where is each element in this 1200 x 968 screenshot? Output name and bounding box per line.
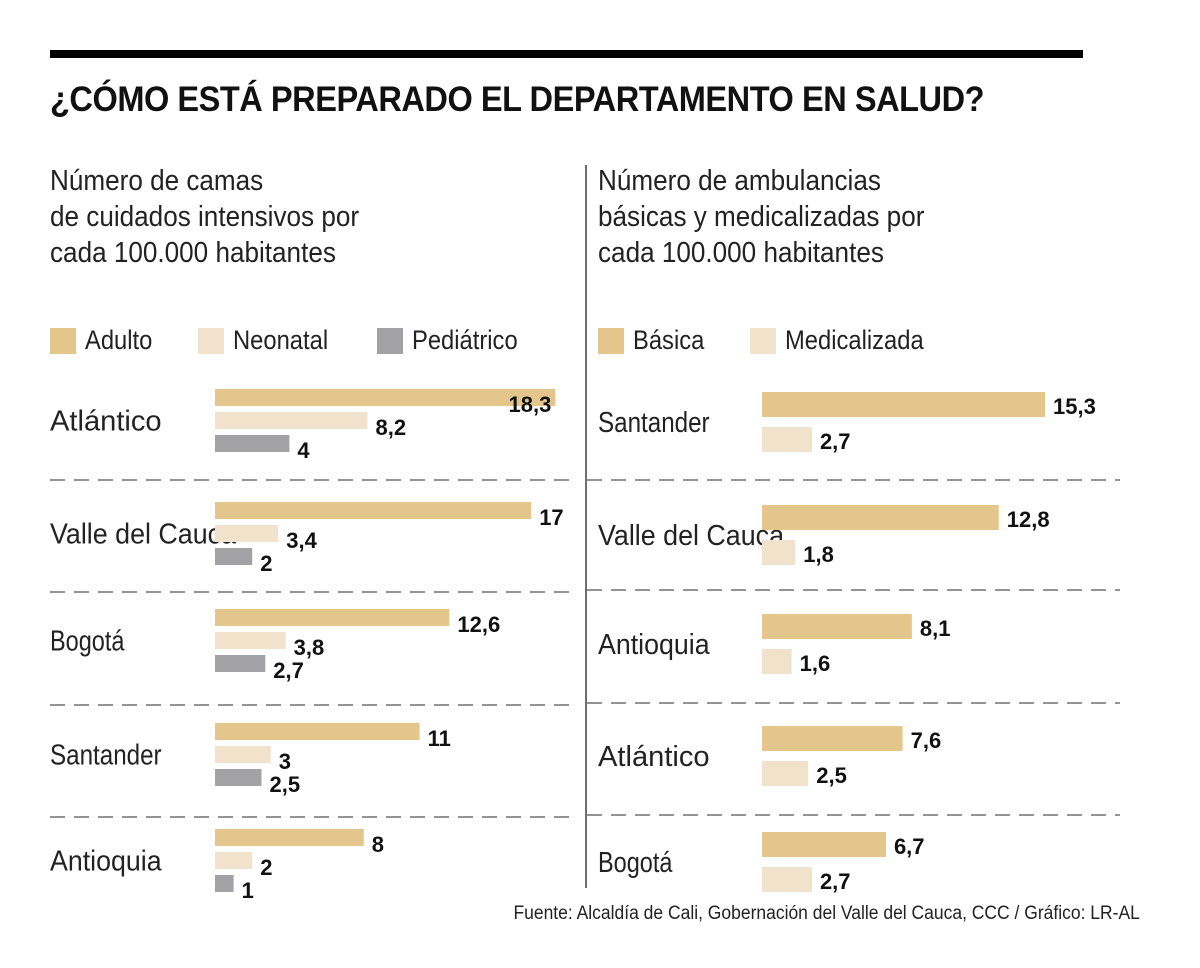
bar-adulto-antioquia xyxy=(215,829,364,846)
right-chart-subtitle: Número de ambulancias básicas y medicali… xyxy=(598,165,925,269)
bar-neonatal-atlantico xyxy=(215,412,368,429)
legend-label-adulto: Adulto xyxy=(85,325,153,355)
legend-label-basica: Básica xyxy=(633,325,705,355)
legend-swatch-pediatrico xyxy=(376,327,403,354)
value-label-neonatal-valle-del-cauca: 3,4 xyxy=(286,528,317,553)
value-label-adulto-atlantico: 18,3 xyxy=(509,392,552,417)
category-label-santander: Santander xyxy=(598,407,710,439)
bar-adulto-bogota xyxy=(215,609,450,626)
legend-item-neonatal: Neonatal xyxy=(197,325,341,356)
bar-pediatrico-bogota xyxy=(215,655,266,672)
category-label-bogota: Bogotá xyxy=(50,626,125,658)
bar-basica-atlantico xyxy=(762,726,903,751)
value-label-neonatal-antioquia: 2 xyxy=(260,855,272,880)
legend-label-medicalizada: Medicalizada xyxy=(785,325,924,355)
bar-medicalizada-valle-del-cauca xyxy=(762,540,796,565)
value-label-medicalizada-bogota: 2,7 xyxy=(820,869,851,894)
bar-adulto-santander xyxy=(215,723,420,740)
category-label-valle-del-cauca: Valle del Cauca xyxy=(598,520,785,552)
legend-item-adulto: Adulto xyxy=(50,325,162,356)
value-label-basica-valle-del-cauca: 12,8 xyxy=(1007,507,1050,532)
value-label-basica-bogota: 6,7 xyxy=(894,834,925,859)
legend-swatch-basica xyxy=(598,327,624,354)
left-chart-subtitle: Número de camas de cuidados intensivos p… xyxy=(50,165,360,269)
value-label-basica-antioquia: 8,1 xyxy=(920,616,951,641)
value-label-neonatal-santander: 3 xyxy=(279,749,291,774)
bar-pediatrico-antioquia xyxy=(215,875,234,892)
legend-swatch-medicalizada xyxy=(750,327,777,354)
legend-label-neonatal: Neonatal xyxy=(232,325,328,355)
category-label-bogota: Bogotá xyxy=(598,847,673,879)
category-label-valle-del-cauca: Valle del Cauca xyxy=(50,519,237,551)
value-label-adulto-valle-del-cauca: 17 xyxy=(539,505,563,530)
value-label-medicalizada-valle-del-cauca: 1,8 xyxy=(803,542,834,567)
value-label-pediatrico-atlantico: 4 xyxy=(297,438,310,463)
bar-neonatal-santander xyxy=(215,746,271,763)
value-label-medicalizada-atlantico: 2,5 xyxy=(816,763,847,788)
category-label-atlantico: Atlántico xyxy=(50,406,162,438)
bar-adulto-valle-del-cauca xyxy=(215,502,532,519)
category-label-atlantico: Atlántico xyxy=(598,741,710,773)
category-label-antioquia: Antioquia xyxy=(598,629,710,661)
legend-item-medicalizada: Medicalizada xyxy=(750,325,943,356)
bar-pediatrico-santander xyxy=(215,769,262,786)
value-label-pediatrico-antioquia: 1 xyxy=(242,878,254,903)
value-label-adulto-bogota: 12,6 xyxy=(457,612,500,637)
chart-title: ¿CÓMO ESTÁ PREPARADO EL DEPARTAMENTO EN … xyxy=(50,80,985,119)
bar-basica-bogota xyxy=(762,832,886,857)
bar-medicalizada-atlantico xyxy=(762,761,809,786)
category-label-santander: Santander xyxy=(50,740,162,772)
bar-basica-antioquia xyxy=(762,614,912,639)
bar-neonatal-valle-del-cauca xyxy=(215,525,279,542)
legend-swatch-adulto xyxy=(50,327,76,354)
value-label-basica-santander: 15,3 xyxy=(1053,394,1096,419)
bar-basica-valle-del-cauca xyxy=(762,505,999,530)
legend-item-basica: Básica xyxy=(598,325,714,356)
bar-adulto-atlantico xyxy=(215,389,556,406)
value-label-adulto-santander: 11 xyxy=(428,726,451,751)
value-label-medicalizada-santander: 2,7 xyxy=(820,429,851,454)
value-label-pediatrico-santander: 2,5 xyxy=(270,772,301,797)
source-note: Fuente: Alcaldía de Cali, Gobernación de… xyxy=(513,903,1140,924)
value-label-pediatrico-bogota: 2,7 xyxy=(273,658,304,683)
value-label-basica-atlantico: 7,6 xyxy=(911,728,942,753)
bar-neonatal-antioquia xyxy=(215,852,253,869)
value-label-adulto-antioquia: 8 xyxy=(372,832,384,857)
value-label-pediatrico-valle-del-cauca: 2 xyxy=(260,551,272,576)
column-divider xyxy=(585,165,587,888)
bar-neonatal-bogota xyxy=(215,632,286,649)
bar-basica-santander xyxy=(762,392,1046,417)
bar-medicalizada-antioquia xyxy=(762,649,792,674)
legend-item-pediatrico: Pediátrico xyxy=(376,325,532,356)
bar-pediatrico-atlantico xyxy=(215,435,290,452)
bar-medicalizada-santander xyxy=(762,427,812,452)
value-label-neonatal-atlantico: 8,2 xyxy=(376,415,407,440)
legend-label-pediatrico: Pediátrico xyxy=(411,325,518,355)
right-legend: Básica Medicalizada xyxy=(598,325,979,356)
bar-medicalizada-bogota xyxy=(762,867,812,892)
legend-swatch-neonatal xyxy=(197,327,224,354)
bar-pediatrico-valle-del-cauca xyxy=(215,548,253,565)
left-legend: Adulto Neonatal Pediátrico xyxy=(50,325,568,356)
category-label-antioquia: Antioquia xyxy=(50,846,162,878)
value-label-medicalizada-antioquia: 1,6 xyxy=(800,651,831,676)
top-rule xyxy=(50,50,1083,58)
value-label-neonatal-bogota: 3,8 xyxy=(294,635,325,660)
